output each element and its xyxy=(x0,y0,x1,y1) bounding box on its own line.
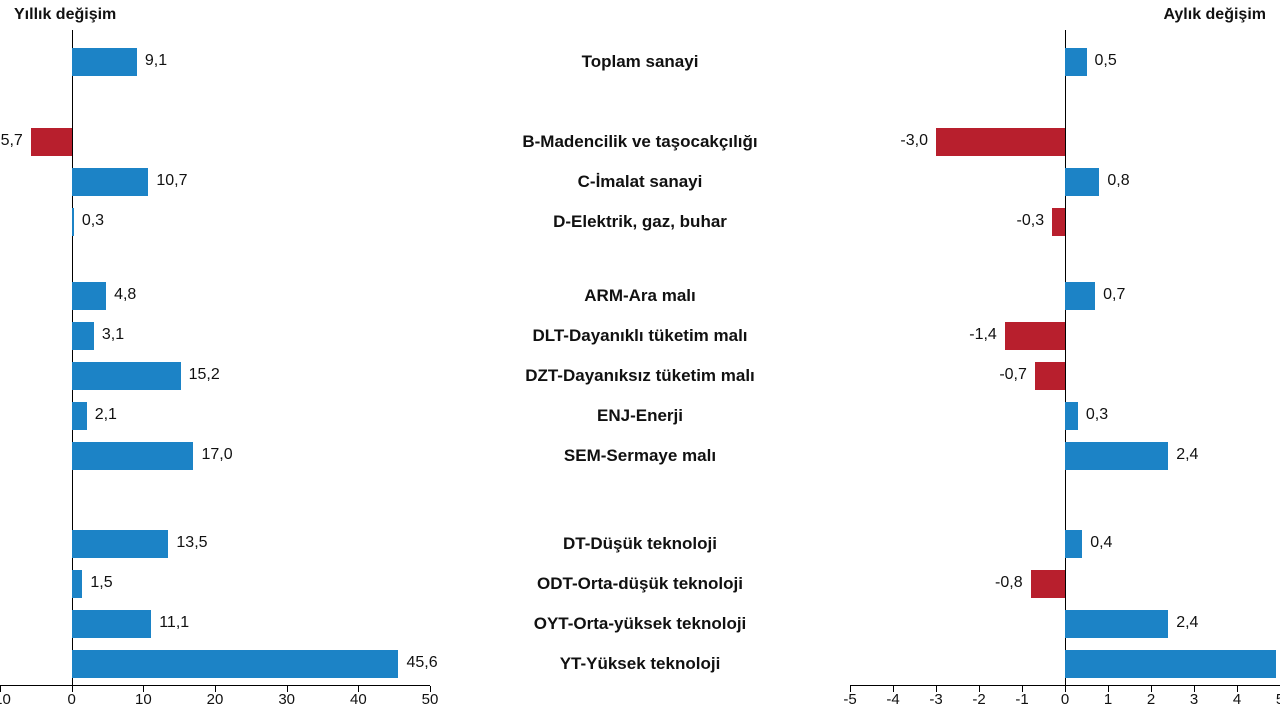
bar xyxy=(72,442,194,470)
bar-value-label: 4,8 xyxy=(114,286,136,304)
bar xyxy=(1005,322,1065,350)
bar xyxy=(1065,48,1087,76)
left-title: Yıllık değişim xyxy=(14,6,116,24)
category-label: C-İmalat sanayi xyxy=(430,172,850,192)
bar xyxy=(72,610,152,638)
axis-tick: 30 xyxy=(278,691,295,708)
bar-value-label: 3,1 xyxy=(102,326,124,344)
bar xyxy=(72,282,106,310)
right-title: Aylık değişim xyxy=(1163,6,1266,24)
bar-value-label: 2,1 xyxy=(95,406,117,424)
bar-value-label: -1,4 xyxy=(969,326,997,344)
bar-value-label: 0,4 xyxy=(1090,534,1112,552)
bar xyxy=(72,402,87,430)
bar xyxy=(72,570,83,598)
category-label: ODT-Orta-düşük teknoloji xyxy=(430,574,850,594)
category-label: Toplam sanayi xyxy=(430,52,850,72)
category-label: SEM-Sermaye malı xyxy=(430,446,850,466)
bar-value-label: 0,3 xyxy=(1086,406,1108,424)
bar-value-label: 0,3 xyxy=(82,212,104,230)
bar-value-label: -0,3 xyxy=(1017,212,1045,230)
bar-value-label: -0,8 xyxy=(995,574,1023,592)
right-chart-area: -5-4-3-2-10123450,5-3,00,8-0,30,7-1,4-0,… xyxy=(850,30,1280,686)
category-label: B-Madencilik ve taşocakçılığı xyxy=(430,132,850,152)
bar-value-label: 15,2 xyxy=(189,366,220,384)
axis-tick: 5 xyxy=(1276,691,1280,708)
axis-tick: -3 xyxy=(929,691,942,708)
bar xyxy=(72,362,181,390)
bar-value-label: 0,8 xyxy=(1107,172,1129,190)
bar-value-label: 0,7 xyxy=(1103,286,1125,304)
axis-tick: -5 xyxy=(843,691,856,708)
bar xyxy=(72,650,399,678)
chart-pair: Yıllık değişim -10010203040509,1-5,710,7… xyxy=(0,0,1280,720)
axis-tick: 0 xyxy=(67,691,75,708)
bar xyxy=(72,48,137,76)
axis-tick: -10 xyxy=(0,691,11,708)
bar xyxy=(72,530,169,558)
axis-tick: -4 xyxy=(886,691,899,708)
bar xyxy=(1065,442,1168,470)
left-chart-area: -10010203040509,1-5,710,70,34,83,115,22,… xyxy=(0,30,430,686)
bar xyxy=(72,168,149,196)
category-label: DLT-Dayanıklı tüketim malı xyxy=(430,326,850,346)
bar xyxy=(1065,650,1276,678)
bar-value-label: 11,1 xyxy=(159,614,189,632)
axis-tick: 1 xyxy=(1104,691,1112,708)
category-label: ARM-Ara malı xyxy=(430,286,850,306)
bar-value-label: -5,7 xyxy=(0,132,23,150)
axis-tick: -1 xyxy=(1015,691,1028,708)
bar-value-label: 9,1 xyxy=(145,52,167,70)
bar-value-label: 2,4 xyxy=(1176,446,1198,464)
bar xyxy=(1035,362,1065,390)
category-label: DT-Düşük teknoloji xyxy=(430,534,850,554)
category-label: ENJ-Enerji xyxy=(430,406,850,426)
bar-value-label: 2,4 xyxy=(1176,614,1198,632)
bar xyxy=(1031,570,1065,598)
category-label: YT-Yüksek teknoloji xyxy=(430,654,850,674)
axis-tick: 10 xyxy=(135,691,152,708)
axis-tick: -2 xyxy=(972,691,985,708)
bar xyxy=(1052,208,1065,236)
bar-value-label: -0,7 xyxy=(999,366,1027,384)
left-panel: Yıllık değişim -10010203040509,1-5,710,7… xyxy=(0,0,430,720)
category-label: DZT-Dayanıksız tüketim malı xyxy=(430,366,850,386)
category-labels-column: Toplam sanayi B-Madencilik ve taşocakçılı… xyxy=(430,0,850,720)
axis-tick: 0 xyxy=(1061,691,1069,708)
bar-value-label: -3,0 xyxy=(900,132,928,150)
bar xyxy=(1065,530,1082,558)
bar xyxy=(72,322,94,350)
category-label: D-Elektrik, gaz, buhar xyxy=(430,212,850,232)
axis-tick: 20 xyxy=(207,691,224,708)
bar-value-label: 13,5 xyxy=(176,534,207,552)
bar xyxy=(72,208,74,236)
axis-tick: 4 xyxy=(1233,691,1241,708)
right-panel: Aylık değişim -5-4-3-2-10123450,5-3,00,8… xyxy=(850,0,1280,720)
bar xyxy=(31,128,72,156)
bar xyxy=(936,128,1065,156)
bar-value-label: 1,5 xyxy=(90,574,112,592)
category-label: OYT-Orta-yüksek teknoloji xyxy=(430,614,850,634)
axis-tick: 3 xyxy=(1190,691,1198,708)
bar xyxy=(1065,610,1168,638)
axis-tick: 40 xyxy=(350,691,367,708)
bar xyxy=(1065,282,1095,310)
bar-value-label: 10,7 xyxy=(156,172,187,190)
bar-value-label: 17,0 xyxy=(202,446,233,464)
axis-tick: 2 xyxy=(1147,691,1155,708)
bar xyxy=(1065,168,1099,196)
bar xyxy=(1065,402,1078,430)
bar-value-label: 0,5 xyxy=(1095,52,1117,70)
